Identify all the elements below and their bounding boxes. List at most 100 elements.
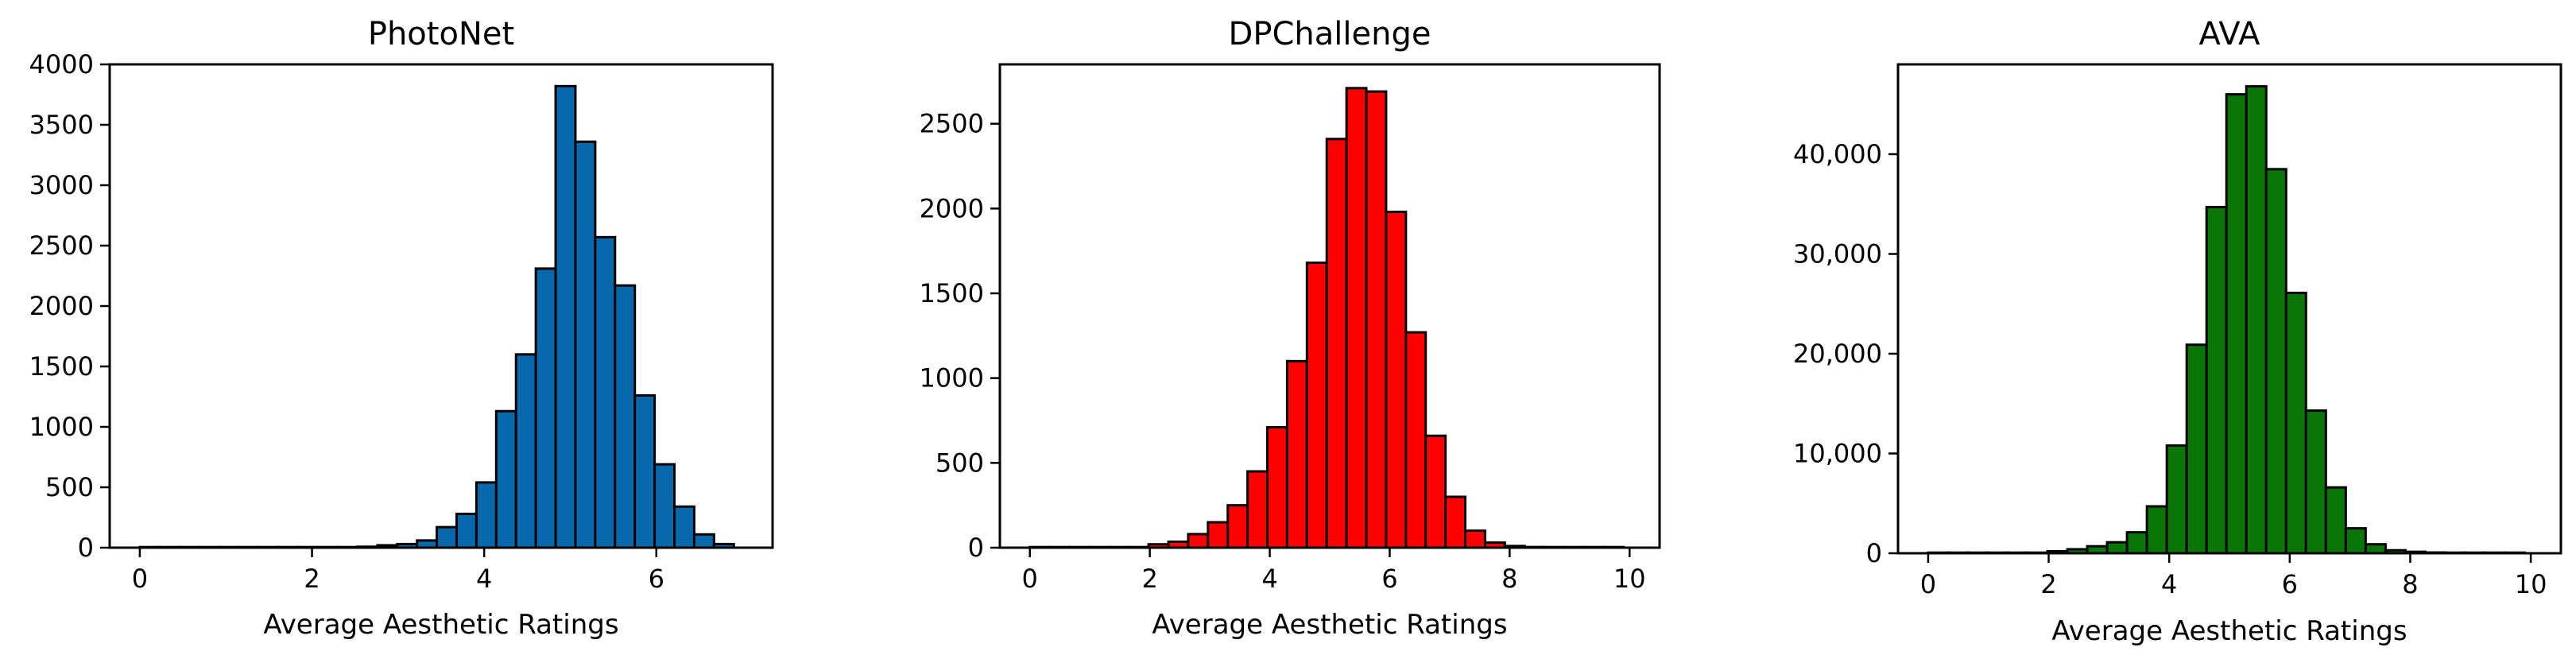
y-tick-label: 30,000 — [1793, 238, 1882, 269]
x-axis-label: Average Aesthetic Ratings — [2051, 615, 2407, 647]
plot-area-frame — [1896, 63, 2562, 555]
x-axis-ticks: 0 2 4 6 8 10 — [1022, 548, 1646, 594]
y-tick-label: 40,000 — [1793, 139, 1882, 169]
histogram-bar — [1365, 90, 1388, 549]
x-tick-label: 4 — [2161, 569, 2177, 599]
y-tick-label: 0 — [78, 533, 94, 563]
x-axis-label: Average Aesthetic Ratings — [1152, 609, 1507, 641]
x-tick-label: 6 — [2282, 569, 2298, 599]
y-tick-label: 2500 — [29, 231, 94, 261]
y-tick-label: 500 — [45, 472, 94, 502]
bars — [1028, 87, 1625, 549]
y-tick-label: 20,000 — [1793, 339, 1882, 369]
histogram-bar — [2264, 168, 2287, 555]
histogram-bar — [1305, 262, 1328, 549]
histogram-bar — [2105, 541, 2129, 555]
histogram-bar — [614, 284, 637, 549]
histogram-bar — [2344, 527, 2367, 555]
histogram-bar — [514, 353, 537, 549]
plot-area-frame — [108, 63, 774, 549]
histogram-bar — [1207, 521, 1230, 549]
y-tick-label: 500 — [935, 448, 984, 478]
histogram-bar — [673, 505, 695, 549]
histogram-bar — [436, 525, 458, 549]
y-tick-label: 1000 — [920, 363, 984, 393]
histogram-bar — [494, 409, 517, 549]
ava-histogram: AVA 0 2 4 6 8 10 0 10,000 20,000 30,000 40,000 Av… — [1793, 16, 2562, 647]
x-tick-label: 6 — [1381, 564, 1397, 594]
photonet-histogram: PhotoNet 0 2 4 6 0 500 1000 1500 2000 2500 3000 35… — [29, 16, 774, 641]
histogram-bar — [1464, 529, 1486, 549]
histogram-bar — [2284, 291, 2307, 555]
x-tick-label: 4 — [476, 564, 492, 594]
histogram-bar — [1246, 470, 1269, 549]
x-axis-ticks: 0 2 4 6 8 10 — [1920, 553, 2547, 599]
x-tick-label: 8 — [1501, 564, 1517, 594]
histogram-bar — [2165, 444, 2188, 555]
histogram-bar — [2185, 343, 2208, 555]
x-tick-label: 2 — [1141, 564, 1157, 594]
y-axis-ticks: 0 10,000 20,000 30,000 40,000 — [1793, 139, 1898, 568]
y-axis-ticks: 0 500 1000 1500 2000 2500 3000 3500 4000 — [29, 49, 110, 563]
histogram-bar — [2225, 93, 2248, 555]
histogram-bar — [1325, 138, 1348, 549]
chart-title: DPChallenge — [1229, 16, 1431, 52]
histogram-bar — [554, 84, 577, 549]
chart-title: AVA — [2199, 16, 2261, 52]
y-tick-label: 1500 — [29, 351, 94, 382]
x-tick-label: 2 — [304, 564, 320, 594]
y-tick-label: 1000 — [29, 412, 94, 442]
histogram-bar — [594, 235, 617, 549]
x-axis-label: Average Aesthetic Ratings — [263, 609, 618, 641]
histogram-bar — [692, 533, 715, 549]
plot-area-frame — [998, 63, 1661, 549]
histogram-bar — [2324, 486, 2347, 555]
chart-title: PhotoNet — [368, 16, 514, 52]
histogram-bar — [2125, 531, 2148, 555]
bars — [1927, 85, 2527, 555]
histogram-bar — [455, 512, 478, 549]
x-tick-label: 4 — [1261, 564, 1277, 594]
y-tick-label: 2000 — [920, 193, 984, 223]
histogram-bar — [2145, 505, 2168, 555]
histogram-bar — [475, 481, 498, 549]
x-axis-ticks: 0 2 4 6 — [132, 548, 664, 594]
y-tick-label: 0 — [968, 533, 984, 563]
y-axis-ticks: 0 500 1000 1500 2000 2500 — [920, 109, 1000, 563]
x-tick-label: 8 — [2402, 569, 2418, 599]
histogram-bar — [2205, 205, 2228, 555]
x-tick-label: 6 — [649, 564, 664, 594]
histogram-bar — [2304, 409, 2327, 555]
x-tick-label: 10 — [1613, 564, 1646, 594]
histogram-bar — [1385, 211, 1408, 549]
x-tick-label: 0 — [1920, 569, 1936, 599]
x-tick-label: 0 — [132, 564, 148, 594]
histogram-bar — [1266, 426, 1288, 549]
y-tick-label: 1500 — [920, 278, 984, 308]
x-tick-label: 0 — [1022, 564, 1038, 594]
histogram-bar — [633, 393, 657, 549]
histogram-bar — [1404, 331, 1427, 549]
y-tick-label: 2500 — [920, 109, 984, 139]
y-tick-label: 10,000 — [1793, 438, 1882, 468]
histogram-bar — [2364, 543, 2387, 555]
histogram-bar — [1226, 504, 1249, 549]
histogram-bar — [1444, 495, 1467, 549]
histogram-bar — [1285, 359, 1308, 549]
bars — [138, 84, 735, 549]
y-tick-label: 4000 — [29, 49, 94, 79]
x-tick-label: 2 — [2040, 569, 2056, 599]
histogram-bar — [1345, 87, 1368, 549]
y-tick-label: 0 — [1866, 538, 1882, 568]
y-tick-label: 3000 — [29, 170, 94, 200]
histogram-bar — [1424, 434, 1447, 549]
histogram-bar — [574, 140, 597, 549]
histogram-bar — [653, 463, 676, 549]
histogram-bar — [2245, 85, 2268, 555]
histogram-bar — [1187, 533, 1210, 549]
y-tick-label: 2000 — [29, 291, 94, 321]
y-tick-label: 3500 — [29, 110, 94, 140]
histogram-bar — [534, 267, 557, 549]
x-tick-label: 10 — [2515, 569, 2547, 599]
